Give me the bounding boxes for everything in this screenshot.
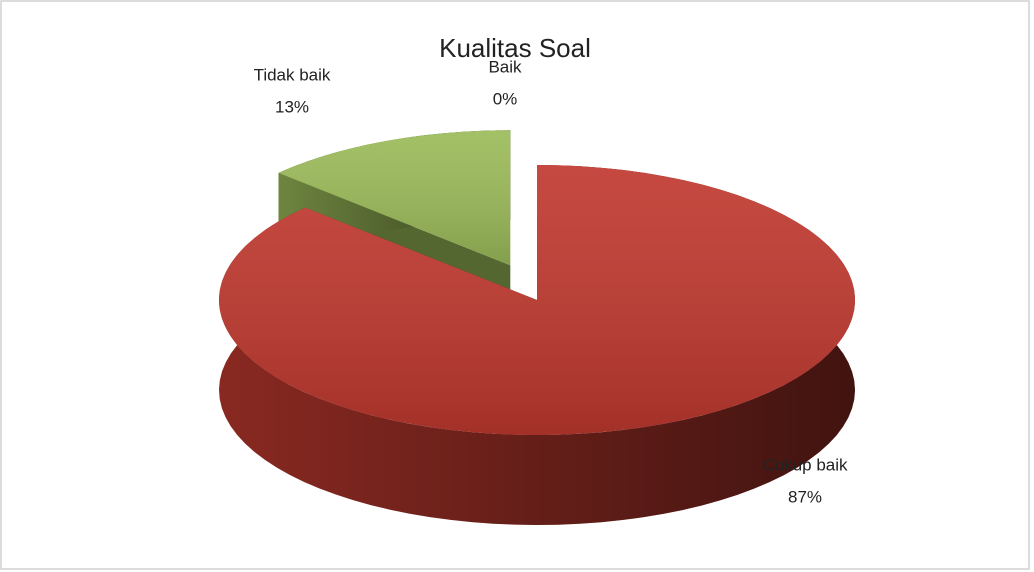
label-value: 0% bbox=[493, 89, 518, 108]
label-value: 13% bbox=[275, 97, 309, 116]
label-name: Cukup baik bbox=[762, 455, 848, 474]
chart-title: Kualitas Soal bbox=[439, 33, 591, 63]
pie bbox=[218, 130, 855, 525]
slice-shade bbox=[278, 130, 511, 266]
slice-shade bbox=[218, 165, 855, 435]
label-name: Tidak baik bbox=[254, 65, 331, 84]
label-value: 87% bbox=[788, 487, 822, 506]
label-name: Baik bbox=[488, 57, 522, 76]
labels: Cukup baik 87% Tidak baik 13% Baik 0% bbox=[254, 57, 848, 506]
